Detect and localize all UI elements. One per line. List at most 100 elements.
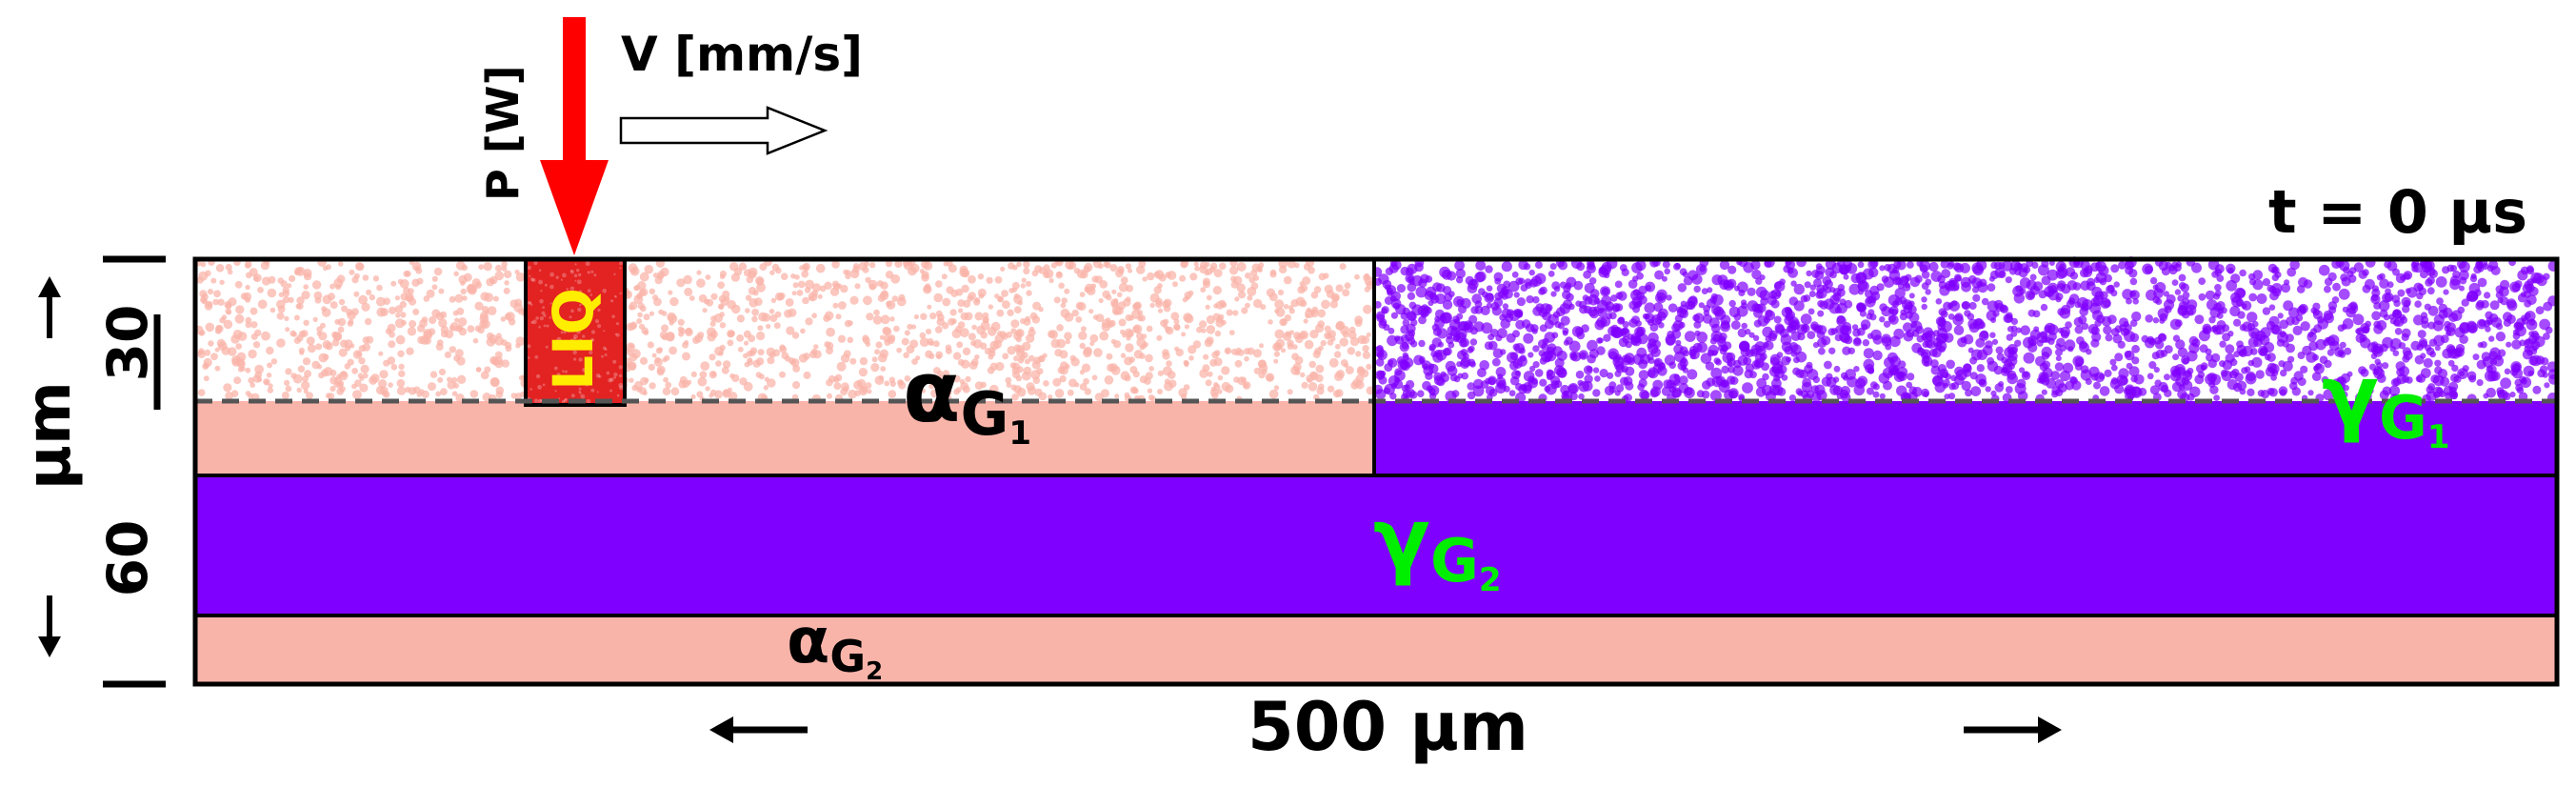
powder-particle <box>1790 280 1797 287</box>
powder-particle <box>886 300 892 307</box>
powder-particle <box>1834 307 1842 314</box>
powder-particle <box>1529 365 1536 373</box>
powder-particle <box>1935 298 1943 305</box>
powder-particle <box>2090 373 2099 381</box>
powder-particle <box>1720 344 1728 353</box>
powder-particle <box>980 320 990 331</box>
powder-particle <box>306 392 313 400</box>
powder-particle <box>2430 374 2440 384</box>
powder-particle <box>2542 372 2548 378</box>
powder-particle <box>957 358 965 366</box>
powder-particle <box>2118 261 2127 270</box>
powder-particle <box>1844 299 1853 309</box>
powder-particle <box>2130 374 2138 383</box>
powder-particle <box>362 336 370 344</box>
powder-particle <box>1452 335 1460 343</box>
powder-particle <box>648 363 655 372</box>
powder-particle <box>1308 266 1315 274</box>
powder-particle <box>2055 296 2062 303</box>
powder-particle <box>580 394 586 399</box>
powder-particle <box>1384 383 1395 395</box>
powder-particle <box>1532 345 1540 353</box>
powder-particle <box>2271 324 2283 335</box>
powder-particle <box>2446 264 2455 272</box>
powder-particle <box>1473 321 1485 333</box>
powder-particle <box>483 262 492 272</box>
powder-particle <box>1031 315 1041 324</box>
powder-particle <box>1475 271 1487 282</box>
powder-particle <box>1028 354 1035 362</box>
powder-particle <box>1647 369 1656 378</box>
powder-particle <box>542 306 546 309</box>
powder-particle <box>643 313 650 321</box>
powder-particle <box>1258 363 1268 373</box>
powder-particle <box>2484 292 2491 299</box>
powder-particle <box>1539 324 1548 333</box>
powder-particle <box>408 387 417 395</box>
powder-particle <box>2119 324 2127 332</box>
powder-particle <box>303 319 310 326</box>
powder-particle <box>573 357 577 361</box>
powder-particle <box>2371 311 2382 321</box>
powder-particle <box>1989 332 1996 338</box>
powder-particle <box>375 296 386 307</box>
powder-particle <box>1417 390 1425 398</box>
powder-particle <box>1781 374 1788 381</box>
powder-particle <box>873 309 880 316</box>
powder-particle <box>2386 260 2398 272</box>
powder-particle <box>1921 296 1927 303</box>
powder-particle <box>1832 385 1843 395</box>
gamma-g2-index: 2 <box>1478 561 1502 599</box>
powder-particle <box>1303 318 1308 324</box>
powder-particle <box>1274 299 1285 310</box>
powder-particle <box>1764 259 1772 268</box>
powder-particle <box>1808 291 1816 297</box>
powder-particle <box>1245 272 1251 279</box>
powder-particle <box>1236 283 1246 293</box>
powder-particle <box>791 332 800 339</box>
powder-particle <box>1250 282 1259 290</box>
powder-particle <box>955 288 964 296</box>
powder-particle <box>1964 310 1971 317</box>
powder-particle <box>278 292 285 298</box>
powder-particle <box>2456 259 2466 270</box>
powder-particle <box>2401 296 2411 308</box>
powder-particle <box>1879 265 1886 272</box>
powder-particle <box>2080 268 2089 278</box>
powder-particle <box>988 347 996 354</box>
powder-particle <box>1148 366 1154 372</box>
powder-particle <box>1568 383 1579 394</box>
powder-particle <box>1754 358 1765 369</box>
powder-particle <box>560 278 564 281</box>
powder-particle <box>875 341 883 349</box>
powder-particle <box>606 371 610 375</box>
powder-particle <box>244 260 252 269</box>
powder-particle <box>2171 368 2182 378</box>
powder-particle <box>2114 384 2125 394</box>
powder-particle <box>2094 291 2105 300</box>
powder-particle <box>1184 324 1189 330</box>
powder-particle <box>1948 300 1960 312</box>
powder-particle <box>1774 323 1785 333</box>
powder-particle <box>1627 279 1638 290</box>
powder-particle <box>919 332 927 339</box>
powder-particle <box>730 272 741 282</box>
alpha-g1-subscript: G <box>960 379 1009 449</box>
powder-particle <box>1807 331 1816 339</box>
powder-particle <box>2032 310 2041 318</box>
powder-particle <box>2216 301 2226 311</box>
powder-particle <box>815 263 826 273</box>
gamma-g1-subscript: G <box>2378 383 2427 453</box>
powder-particle <box>1154 270 1165 280</box>
powder-particle <box>304 370 312 378</box>
powder-particle <box>2450 310 2463 322</box>
powder-particle <box>1990 390 1997 396</box>
powder-particle <box>2271 267 2279 273</box>
powder-particle <box>929 313 937 320</box>
powder-particle <box>1308 360 1316 369</box>
powder-particle <box>1111 289 1117 294</box>
powder-particle <box>2379 309 2388 318</box>
powder-particle <box>2531 333 2540 341</box>
gamma-g1-particle-layer <box>1371 256 2559 404</box>
powder-particle <box>591 338 594 342</box>
